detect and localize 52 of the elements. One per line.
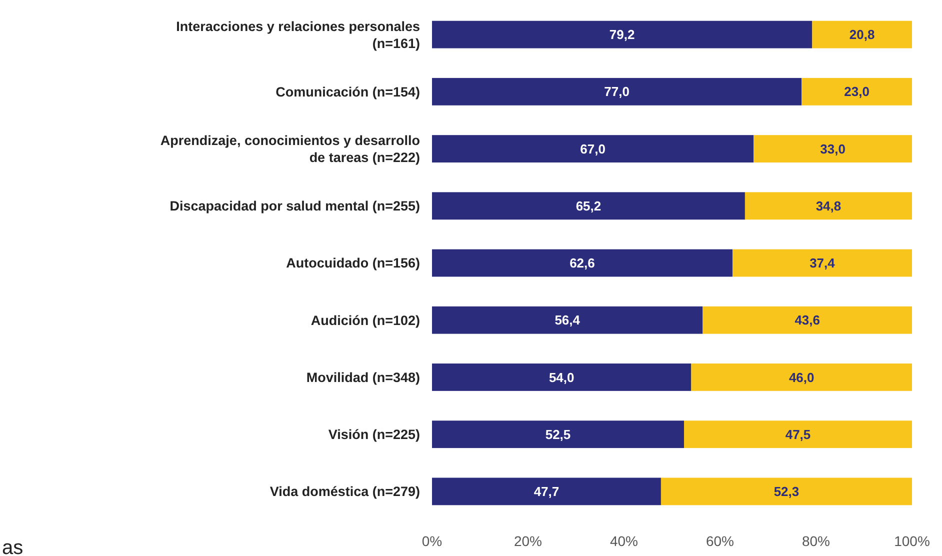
x-tick-label: 100% <box>894 533 930 549</box>
data-label: 37,4 <box>810 256 836 271</box>
data-label: 65,2 <box>576 198 602 214</box>
bar <box>744 192 912 220</box>
bar <box>732 249 912 277</box>
data-label: 77,0 <box>604 84 630 100</box>
bar <box>432 306 703 334</box>
bar <box>432 192 745 220</box>
data-label: 46,0 <box>788 370 814 385</box>
data-label: 20,8 <box>849 27 875 42</box>
data-label: 52,5 <box>545 426 571 442</box>
data-label: 79,2 <box>609 27 635 42</box>
x-tick-label: 20% <box>514 533 542 549</box>
y-tick-label: Discapacidad por salud mental (n=255) <box>170 198 420 214</box>
bar <box>802 78 912 106</box>
x-tick-label: 0% <box>422 533 442 549</box>
bar <box>702 306 912 334</box>
y-tick-label: Comunicación (n=154) <box>276 84 420 100</box>
bar <box>432 420 684 448</box>
bar <box>754 135 912 162</box>
bar <box>432 249 732 277</box>
y-tick-label: Visión (n=225) <box>328 427 420 442</box>
bar <box>432 478 661 506</box>
bar <box>432 78 802 106</box>
bar <box>432 135 754 162</box>
data-label: 56,4 <box>554 312 581 328</box>
bar <box>684 420 912 448</box>
bar <box>660 478 912 506</box>
y-tick-label: Vida doméstica (n=279) <box>270 484 420 500</box>
bar <box>691 364 912 391</box>
bar <box>812 20 912 48</box>
data-label: 67,0 <box>580 141 606 156</box>
y-tick-label: Interacciones y relaciones personales (n=161) <box>176 18 420 51</box>
x-tick-label: 80% <box>802 533 830 549</box>
data-label: 47,7 <box>534 484 560 499</box>
data-label: 33,0 <box>820 141 846 156</box>
x-tick-label: 60% <box>706 533 734 549</box>
x-tick-label: 40% <box>610 533 638 549</box>
y-tick-label: Audición (n=102) <box>310 312 420 328</box>
y-tick-label: Aprendizaje, conocimientos y desarrollo de tareas (n=222) <box>160 133 420 166</box>
data-label: 54,0 <box>548 370 574 385</box>
text: as <box>2 537 24 556</box>
data-label: 62,6 <box>570 256 595 271</box>
y-tick-label: Autocuidado (n=156) <box>286 256 420 271</box>
data-label: 52,3 <box>774 484 800 499</box>
data-label: 47,5 <box>785 426 811 442</box>
data-label: 23,0 <box>844 84 870 100</box>
data-label: 34,8 <box>816 198 842 214</box>
y-tick-label: Movilidad (n=348) <box>306 370 420 385</box>
bar <box>432 20 812 48</box>
bar <box>432 364 692 391</box>
data-label: 43,6 <box>794 312 820 328</box>
